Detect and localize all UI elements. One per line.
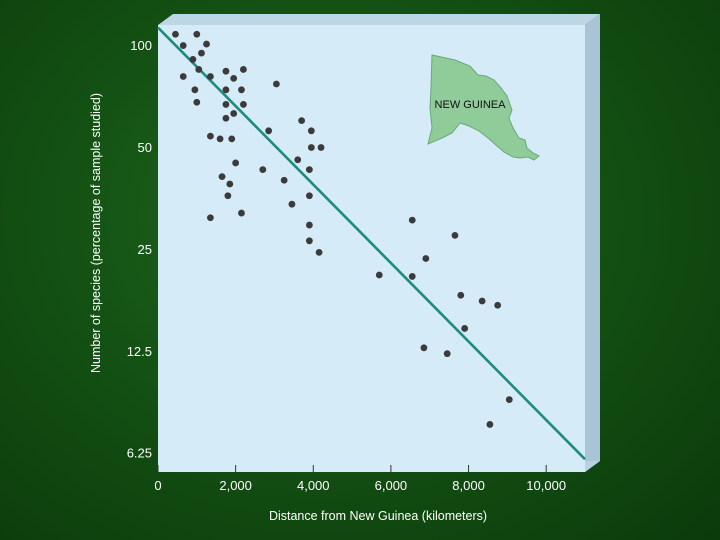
data-point [457, 291, 465, 299]
data-point [259, 166, 267, 174]
x-tick-label: 0 [154, 478, 161, 493]
data-point [172, 30, 179, 38]
data-points [172, 30, 513, 428]
x-tick-label: 2,000 [219, 478, 252, 493]
data-point [420, 344, 428, 352]
data-point [408, 273, 416, 280]
data-point [240, 101, 247, 108]
y-tick-label: 50 [138, 140, 152, 155]
x-tick-label: 4,000 [297, 478, 330, 493]
x-axis-label: Distance from New Guinea (kilometers) [269, 509, 487, 523]
data-point [422, 255, 430, 262]
data-point [193, 30, 201, 38]
data-point [315, 248, 323, 256]
data-point [207, 73, 214, 80]
data-point [272, 80, 280, 88]
y-tick-label: 6.25 [127, 446, 152, 461]
data-point [238, 209, 245, 217]
new-guinea-map: NEW GUINEA [427, 54, 540, 161]
data-point [307, 127, 315, 135]
new-guinea-shape [427, 54, 540, 161]
data-point [179, 73, 187, 80]
data-point [228, 135, 236, 143]
data-point [317, 144, 325, 151]
data-point [230, 74, 238, 82]
data-point [298, 117, 306, 125]
data-point [222, 101, 230, 108]
data-point [193, 98, 201, 106]
data-point [207, 132, 214, 140]
data-point [486, 421, 494, 428]
data-point [203, 40, 210, 48]
data-point [375, 271, 383, 279]
data-point [294, 156, 302, 164]
data-point [216, 135, 224, 143]
y-tick-label: 25 [138, 242, 152, 257]
data-point [179, 42, 187, 49]
data-point [230, 110, 238, 117]
data-point [505, 396, 513, 403]
data-point [307, 144, 315, 151]
x-tick-label: 6,000 [375, 478, 408, 493]
plot-top-face [158, 14, 600, 25]
data-point [478, 297, 486, 305]
x-axis: 0 2,000 4,000 6,000 8,000 10,000 [154, 465, 566, 493]
data-point [305, 192, 313, 200]
data-point [189, 56, 197, 63]
data-point [305, 221, 313, 229]
data-point [305, 166, 313, 174]
data-point [305, 237, 313, 245]
data-point [408, 216, 416, 224]
trend-line [157, 26, 586, 461]
data-point [226, 180, 234, 188]
data-point [195, 66, 203, 73]
data-point [191, 86, 199, 94]
data-point [198, 49, 205, 57]
y-axis: 100 50 25 12.5 6.25 [127, 38, 152, 461]
x-tick-label: 10,000 [526, 478, 566, 493]
data-point [222, 114, 230, 122]
data-point [443, 350, 451, 358]
y-axis-label: Number of species (percentage of sample … [89, 93, 103, 373]
data-point [288, 200, 296, 208]
data-point [240, 66, 247, 73]
new-guinea-label: NEW GUINEA [435, 99, 507, 111]
data-point [494, 301, 502, 309]
data-point [461, 325, 469, 332]
data-point [265, 127, 273, 135]
data-point [238, 86, 245, 94]
trend-line-layer [157, 26, 586, 461]
data-point [222, 86, 230, 94]
data-point [218, 173, 226, 181]
plot-right-face [585, 14, 600, 472]
y-tick-label: 12.5 [127, 344, 152, 359]
data-point [207, 214, 214, 222]
data-point [280, 176, 288, 184]
x-tick-label: 8,000 [452, 478, 485, 493]
data-point [232, 159, 240, 167]
data-point [451, 231, 459, 239]
data-point [222, 67, 230, 75]
data-point [224, 192, 232, 200]
y-tick-label: 100 [130, 38, 152, 53]
